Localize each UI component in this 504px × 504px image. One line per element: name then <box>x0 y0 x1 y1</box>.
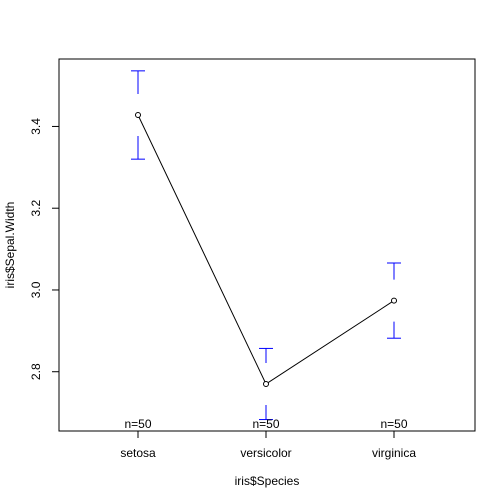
y-tick-label: 2.8 <box>29 363 43 380</box>
mean-line <box>137 114 395 385</box>
x-tick-label-setosa: setosa <box>120 446 156 460</box>
x-tick-label-versicolor: versicolor <box>240 446 291 460</box>
n-label: n=50 <box>252 417 279 431</box>
x-axis-label: iris$Species <box>235 474 300 488</box>
mean-point <box>135 112 141 119</box>
y-axis: 2.8 3.0 3.2 3.4 <box>29 118 59 380</box>
mean-point <box>391 297 397 304</box>
plot-frame <box>58 58 476 432</box>
mean-point <box>263 380 269 387</box>
series-layer: n=50 n=50 n=50 <box>124 70 408 431</box>
y-tick-label: 3.4 <box>29 118 43 135</box>
y-tick-label: 3.2 <box>29 200 43 217</box>
y-tick-label: 3.0 <box>29 281 43 298</box>
n-label: n=50 <box>124 417 151 431</box>
n-label: n=50 <box>380 417 407 431</box>
y-axis-label: iris$Sepal.Width <box>3 202 17 289</box>
x-axis: setosa versicolor virginica <box>120 431 416 460</box>
x-tick-label-virginica: virginica <box>372 446 416 460</box>
